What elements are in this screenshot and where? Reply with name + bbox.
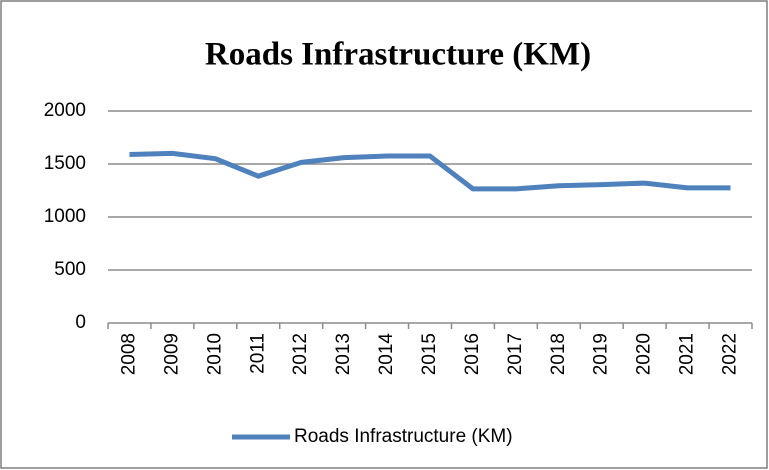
- y-tick-label: 1000: [44, 206, 86, 227]
- x-tick-label: 2011: [247, 333, 268, 374]
- x-tick-label: 2020: [634, 333, 655, 375]
- x-tick-label: 2015: [419, 333, 440, 375]
- x-tick-label: 2022: [720, 333, 741, 375]
- x-tick-label: 2010: [204, 333, 225, 375]
- y-tick-label: 0: [75, 312, 86, 333]
- chart-title: Roads Infrastructure (KM): [205, 37, 591, 73]
- x-tick-label: 2008: [118, 333, 139, 375]
- x-tick-label: 2018: [548, 333, 569, 375]
- x-tick-label: 2017: [505, 333, 526, 375]
- y-tick-label: 1500: [44, 153, 86, 174]
- x-tick-label: 2012: [290, 333, 311, 375]
- line-series: [129, 150, 731, 192]
- legend-label: Roads Infrastructure (KM): [294, 426, 513, 447]
- x-tick-label: 2016: [462, 333, 483, 375]
- x-tick-label: 2013: [333, 333, 354, 375]
- x-tick-label: 2021: [677, 333, 698, 375]
- x-tick-label: 2014: [376, 333, 397, 376]
- x-tick-label: 2019: [591, 333, 612, 375]
- x-tick-label: 2009: [161, 333, 182, 375]
- y-tick-label: 2000: [44, 100, 86, 121]
- y-tick-label: 500: [54, 259, 86, 280]
